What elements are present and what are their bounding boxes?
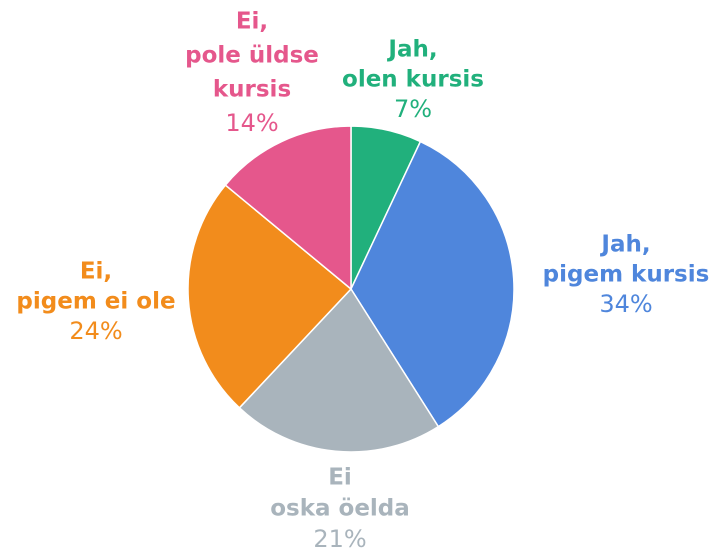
slice-label: pigem kursis bbox=[543, 262, 710, 288]
pie-slice bbox=[224, 125, 352, 291]
pie-slice bbox=[187, 184, 353, 409]
slice-label: kursis bbox=[213, 77, 291, 103]
slice-label: Ei, bbox=[236, 9, 268, 35]
value-label: 34% bbox=[599, 290, 652, 318]
slice-label: pole üldse bbox=[185, 43, 319, 69]
value-label: 24% bbox=[69, 317, 122, 345]
value-label: 21% bbox=[313, 525, 366, 553]
slice-label: Ei, bbox=[80, 259, 112, 285]
value-label: 7% bbox=[394, 95, 432, 123]
slice-label: Jah, bbox=[599, 232, 650, 258]
pie-slice bbox=[238, 287, 440, 453]
slice-label: Ei bbox=[328, 465, 352, 491]
slice-label: olen kursis bbox=[342, 67, 484, 93]
slice-label: Jah, bbox=[386, 37, 437, 63]
value-label: 14% bbox=[225, 109, 278, 137]
slice-label: oska öelda bbox=[270, 496, 410, 522]
pie-slice bbox=[350, 140, 515, 428]
slice-label: pigem ei ole bbox=[16, 289, 175, 315]
